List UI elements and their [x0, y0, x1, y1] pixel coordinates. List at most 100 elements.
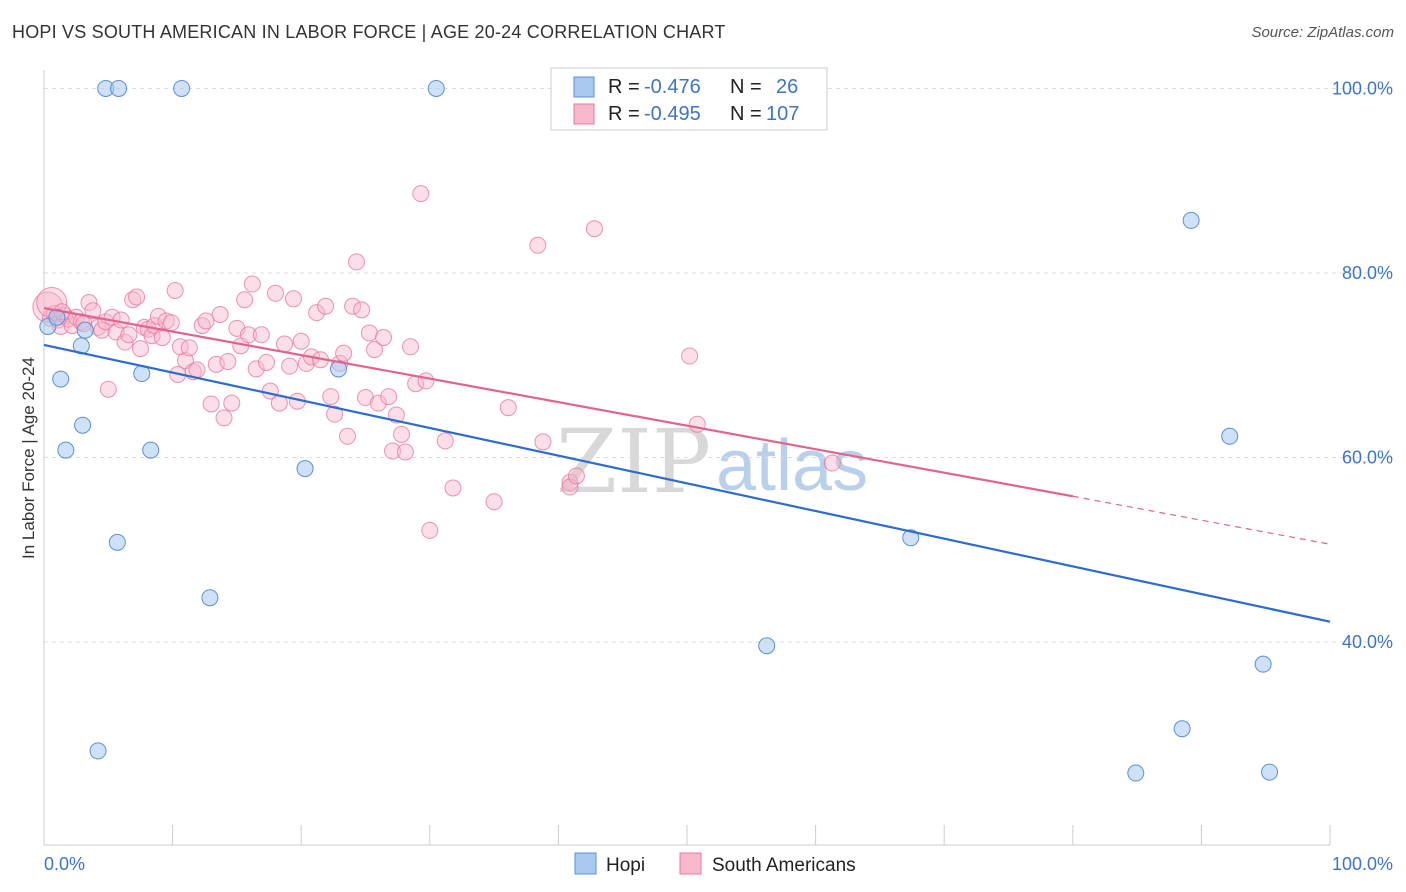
- sa-point: [380, 388, 398, 406]
- sa-point: [197, 312, 215, 330]
- hopi-point: [1261, 763, 1279, 781]
- bottom-legend-hopi-swatch: [574, 852, 597, 875]
- sa-point: [266, 284, 284, 302]
- y-tick-label-60: 60.0%: [1342, 448, 1393, 468]
- sa-point: [223, 394, 241, 412]
- sa-point: [823, 454, 841, 472]
- sa-point: [344, 297, 362, 315]
- sa-point: [561, 478, 579, 496]
- hopi-point: [48, 308, 66, 326]
- sa-point: [585, 220, 603, 238]
- watermark: ZIP atlas: [556, 410, 868, 513]
- south-americans-points: [32, 185, 841, 539]
- axes: [43, 70, 1331, 846]
- sa-point: [402, 338, 420, 356]
- sa-point: [247, 360, 265, 378]
- hopi-point: [1127, 764, 1145, 782]
- x-tick-label-max: 100.0%: [1332, 854, 1393, 874]
- sa-point: [688, 415, 706, 433]
- hopi-point: [110, 79, 128, 97]
- sa-trend-line-extension: [1072, 495, 1331, 545]
- sa-point: [335, 344, 353, 362]
- hopi-point: [902, 529, 920, 547]
- chart-title: HOPI VS SOUTH AMERICAN IN LABOR FORCE | …: [12, 22, 726, 42]
- sa-point: [360, 324, 378, 342]
- sa-point: [153, 329, 171, 347]
- sa-point: [529, 236, 547, 254]
- sa-point: [219, 353, 237, 371]
- hopi-point: [108, 533, 126, 551]
- sa-point: [252, 326, 270, 344]
- sa-point: [366, 341, 384, 359]
- sa-point: [281, 357, 299, 375]
- hopi-point: [74, 416, 92, 434]
- hopi-point: [52, 370, 70, 388]
- sa-point: [162, 314, 180, 332]
- legend-hopi-r-label: R =: [608, 76, 640, 98]
- sa-point: [393, 425, 411, 443]
- sa-point: [236, 291, 254, 309]
- legend-sa-r-label: R =: [608, 103, 640, 125]
- legend-hopi-n-value: 26: [776, 76, 798, 98]
- sa-point: [353, 301, 371, 319]
- hopi-point: [427, 79, 445, 97]
- sa-point: [211, 305, 229, 323]
- trend-lines: [43, 306, 1331, 623]
- sa-point: [369, 394, 387, 412]
- sa-point: [99, 380, 117, 398]
- legend-hopi-n-label: N =: [730, 76, 762, 98]
- legend-hopi-r-value: -0.476: [644, 76, 701, 98]
- sa-point: [326, 405, 344, 423]
- y-tick-label-80: 80.0%: [1342, 263, 1393, 283]
- y-tick-label-100: 100.0%: [1332, 78, 1393, 98]
- hopi-point: [1173, 720, 1191, 738]
- sa-point: [436, 432, 454, 450]
- hopi-point: [1254, 655, 1272, 673]
- sa-point: [375, 329, 393, 347]
- sa-point: [243, 275, 261, 293]
- sa-point: [93, 321, 111, 339]
- sa-point: [681, 347, 699, 365]
- hopi-point: [296, 460, 314, 478]
- sa-point: [180, 339, 198, 357]
- sa-point: [215, 409, 233, 427]
- sa-point: [485, 493, 503, 511]
- sa-point: [275, 335, 293, 353]
- sa-point: [421, 521, 439, 539]
- hopi-point: [89, 742, 107, 760]
- sa-point: [396, 443, 414, 461]
- series-legend: Hopi South Americans: [574, 852, 856, 876]
- y-tick-labels: 40.0% 60.0% 80.0% 100.0%: [1332, 78, 1393, 652]
- hopi-point: [57, 441, 75, 459]
- y-tick-label-40: 40.0%: [1342, 632, 1393, 652]
- sa-point: [561, 473, 579, 491]
- sa-point: [292, 332, 310, 350]
- watermark-atlas: atlas: [716, 426, 868, 506]
- sa-point: [412, 185, 430, 203]
- sa-point: [347, 253, 365, 271]
- sa-trend-line: [43, 306, 1073, 498]
- x-tick-label-min: 0.0%: [44, 854, 85, 874]
- sa-point: [239, 326, 257, 344]
- sa-point: [166, 282, 184, 300]
- legend-sa-r-value: -0.495: [644, 103, 701, 125]
- y-axis-label: In Labor Force | Age 20-24: [19, 357, 38, 559]
- bottom-legend-sa-swatch: [679, 852, 702, 875]
- sa-point: [357, 389, 374, 407]
- hopi-point: [76, 321, 94, 339]
- sa-point: [534, 433, 552, 451]
- legend-hopi-swatch: [573, 76, 595, 98]
- legend-box: [550, 67, 828, 131]
- sa-point: [128, 288, 146, 306]
- sa-point: [131, 340, 149, 358]
- sa-point: [284, 290, 302, 308]
- sa-point: [308, 304, 326, 322]
- sa-point: [80, 294, 98, 311]
- hopi-point: [173, 79, 191, 97]
- sa-point: [322, 388, 340, 406]
- legend-sa-n-value: 107: [766, 103, 799, 125]
- source-label: Source: ZipAtlas.com: [1251, 24, 1394, 41]
- sa-point: [257, 353, 275, 371]
- sa-point: [84, 302, 102, 320]
